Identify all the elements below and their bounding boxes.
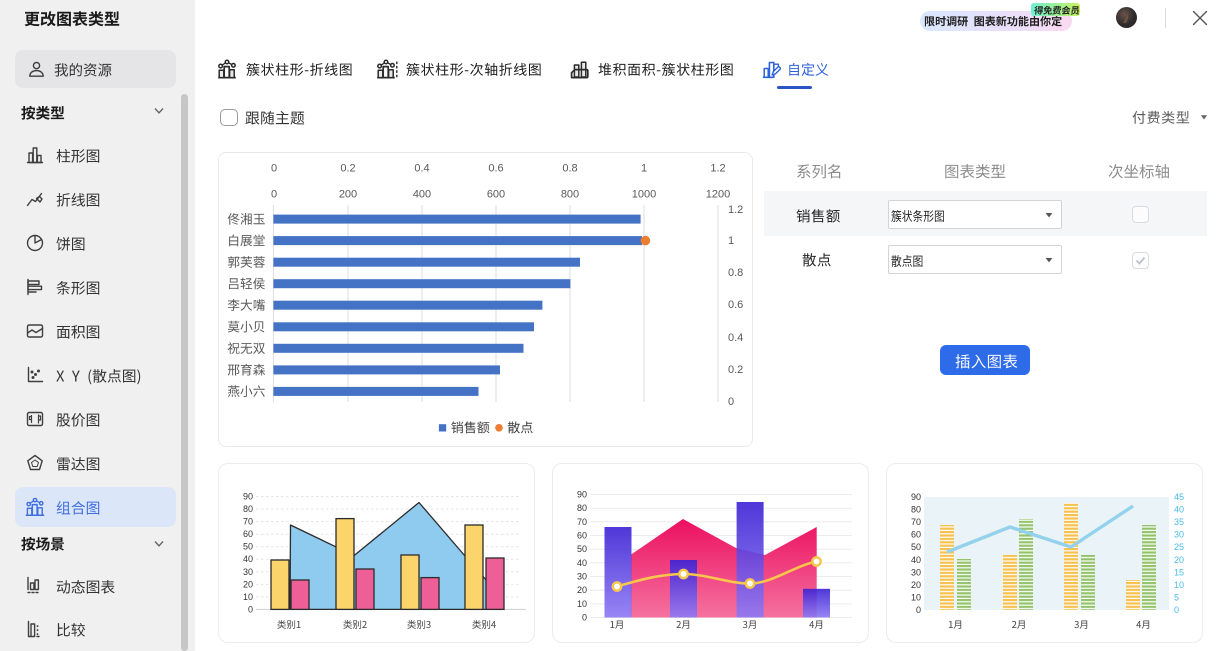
svg-text:0.8: 0.8 bbox=[562, 163, 577, 175]
svg-text:0: 0 bbox=[582, 613, 587, 623]
svg-text:70: 70 bbox=[911, 517, 921, 527]
svg-text:0.6: 0.6 bbox=[488, 163, 503, 175]
svg-text:50: 50 bbox=[911, 542, 921, 552]
svg-text:0: 0 bbox=[1174, 605, 1179, 615]
svg-text:25: 25 bbox=[1174, 542, 1184, 552]
svg-text:1: 1 bbox=[641, 163, 647, 175]
svg-text:0: 0 bbox=[916, 605, 921, 615]
svg-text:0.2: 0.2 bbox=[340, 163, 355, 175]
svg-text:20: 20 bbox=[911, 580, 921, 590]
svg-text:40: 40 bbox=[911, 555, 921, 565]
svg-text:5: 5 bbox=[1174, 592, 1179, 602]
svg-text:600: 600 bbox=[487, 189, 505, 201]
svg-text:200: 200 bbox=[339, 189, 357, 201]
svg-text:0: 0 bbox=[248, 604, 253, 614]
svg-text:60: 60 bbox=[577, 531, 587, 541]
svg-text:10: 10 bbox=[243, 592, 253, 602]
svg-text:20: 20 bbox=[243, 579, 253, 589]
svg-text:45: 45 bbox=[1174, 492, 1184, 502]
svg-text:80: 80 bbox=[911, 505, 921, 515]
svg-text:90: 90 bbox=[577, 490, 587, 500]
svg-text:90: 90 bbox=[243, 492, 253, 502]
svg-text:10: 10 bbox=[1174, 580, 1184, 590]
svg-text:1.2: 1.2 bbox=[710, 163, 725, 175]
svg-text:30: 30 bbox=[577, 572, 587, 582]
svg-text:0.6: 0.6 bbox=[728, 299, 743, 311]
svg-text:20: 20 bbox=[1174, 555, 1184, 565]
svg-text:0.4: 0.4 bbox=[728, 332, 743, 344]
svg-text:0.4: 0.4 bbox=[414, 163, 429, 175]
svg-text:40: 40 bbox=[577, 558, 587, 568]
svg-text:0.8: 0.8 bbox=[728, 267, 743, 279]
svg-text:10: 10 bbox=[911, 592, 921, 602]
svg-text:50: 50 bbox=[577, 544, 587, 554]
svg-text:1000: 1000 bbox=[632, 189, 656, 201]
svg-text:90: 90 bbox=[911, 492, 921, 502]
svg-text:60: 60 bbox=[911, 530, 921, 540]
svg-text:35: 35 bbox=[1174, 517, 1184, 527]
svg-text:70: 70 bbox=[577, 517, 587, 527]
svg-text:1.2: 1.2 bbox=[728, 204, 743, 216]
svg-text:60: 60 bbox=[243, 529, 253, 539]
svg-text:0.2: 0.2 bbox=[728, 364, 743, 376]
svg-text:400: 400 bbox=[413, 189, 431, 201]
svg-text:80: 80 bbox=[243, 504, 253, 514]
svg-text:800: 800 bbox=[561, 189, 579, 201]
svg-text:40: 40 bbox=[243, 554, 253, 564]
svg-text:0: 0 bbox=[271, 163, 277, 175]
svg-text:0: 0 bbox=[271, 189, 277, 201]
svg-text:1: 1 bbox=[728, 235, 734, 247]
svg-text:30: 30 bbox=[1174, 530, 1184, 540]
svg-text:50: 50 bbox=[243, 542, 253, 552]
svg-text:10: 10 bbox=[577, 599, 587, 609]
svg-text:0: 0 bbox=[728, 396, 734, 408]
svg-text:70: 70 bbox=[243, 517, 253, 527]
svg-text:40: 40 bbox=[1174, 505, 1184, 515]
svg-text:30: 30 bbox=[911, 567, 921, 577]
svg-text:30: 30 bbox=[243, 567, 253, 577]
svg-text:20: 20 bbox=[577, 585, 587, 595]
svg-text:1200: 1200 bbox=[706, 189, 730, 201]
svg-text:15: 15 bbox=[1174, 567, 1184, 577]
svg-text:80: 80 bbox=[577, 503, 587, 513]
